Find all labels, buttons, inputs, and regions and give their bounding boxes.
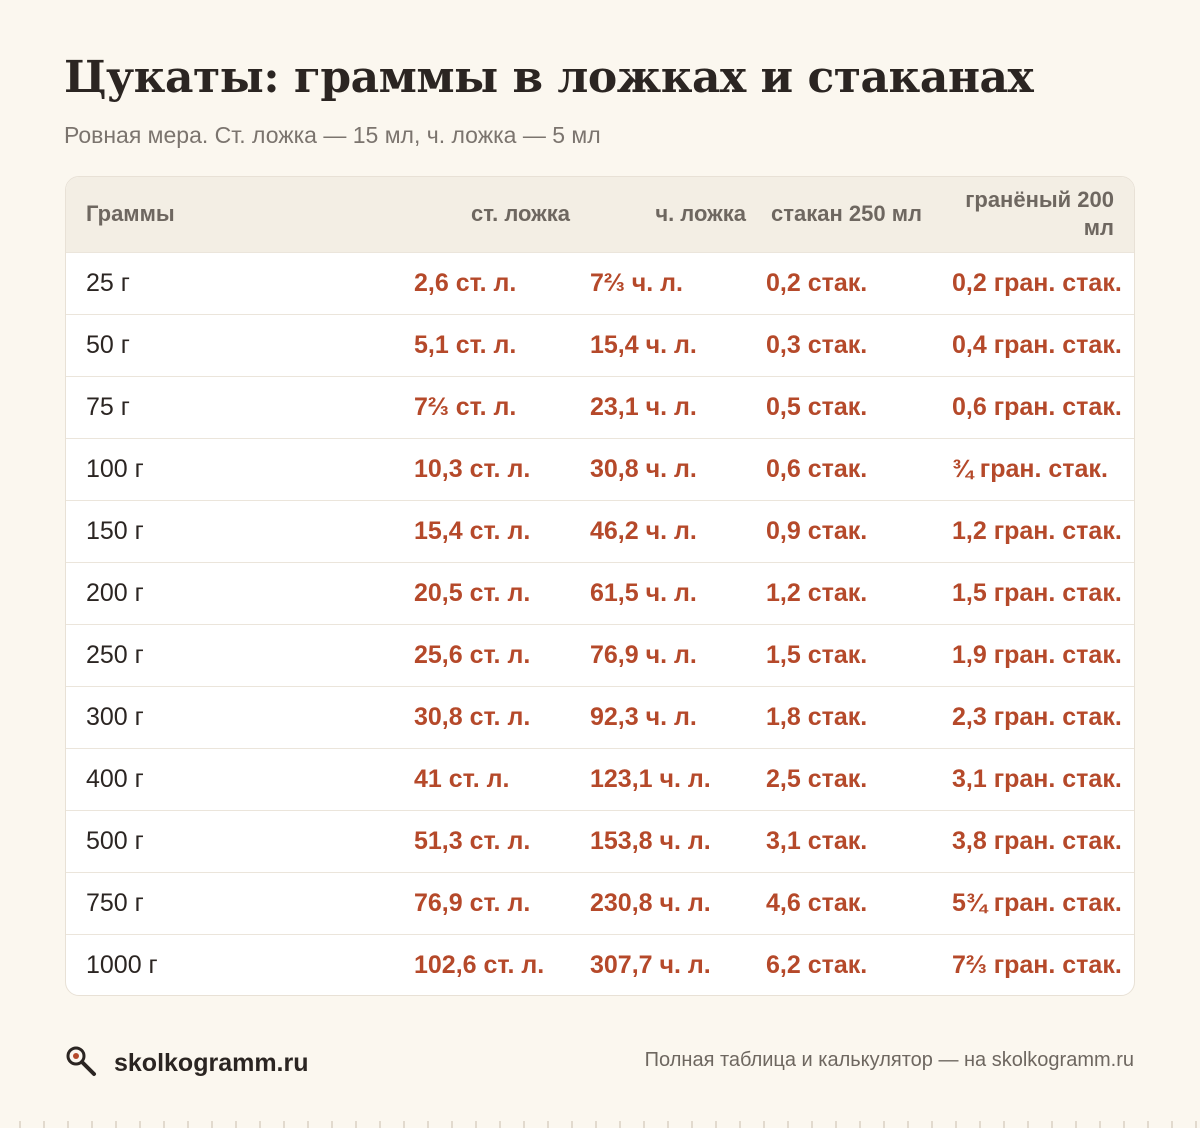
conversion-table: Граммы ст. ложка ч. ложка стакан 250 мл … <box>66 177 1134 995</box>
cell-teaspoon: 230,8 ч. л. <box>590 889 711 917</box>
ruler-decoration <box>19 1121 1197 1128</box>
cell-faceted-glass: 0,2 гран. стак. <box>952 269 1122 297</box>
cell-teaspoon: 61,5 ч. л. <box>590 579 697 607</box>
cell-grams: 200 г <box>86 579 144 607</box>
table-row: 400 г 41 ст. л. 123,1 ч. л. 2,5 стак. 3,1 гр… <box>66 748 1134 810</box>
table-row: 100 г 10,3 ст. л. 30,8 ч. л. 0,6 стак. ¾ гра… <box>66 438 1134 500</box>
cell-teaspoon: 7⅔ ч. л. <box>590 269 683 297</box>
cell-cup-250: 1,5 стак. <box>766 641 868 669</box>
header-tablespoon: ст. ложка <box>471 201 570 227</box>
cell-faceted-glass: 0,4 гран. стак. <box>952 331 1122 359</box>
cell-teaspoon: 15,4 ч. л. <box>590 331 697 359</box>
cell-faceted-glass: 1,2 гран. стак. <box>952 517 1122 545</box>
cell-cup-250: 0,3 стак. <box>766 331 868 359</box>
cell-grams: 750 г <box>86 889 144 917</box>
cell-grams: 100 г <box>86 455 144 483</box>
cell-cup-250: 4,6 стак. <box>766 889 868 917</box>
cell-teaspoon: 30,8 ч. л. <box>590 455 697 483</box>
table-row: 150 г 15,4 ст. л. 46,2 ч. л. 0,9 стак. 1,2 г… <box>66 500 1134 562</box>
cell-grams: 1000 г <box>86 951 158 980</box>
cell-grams: 25 г <box>86 269 130 297</box>
table-row: 1000 г 102,6 ст. л. 307,7 ч. л. 6,2 стак. 7⅔… <box>66 934 1134 995</box>
cell-tablespoon: 20,5 ст. л. <box>414 579 531 607</box>
brand-name: skolkogramm.ru <box>114 1049 309 1077</box>
table-row: 75 г 7⅔ ст. л. 23,1 ч. л. 0,5 стак. 0,6 гран… <box>66 376 1134 438</box>
cell-grams: 75 г <box>86 393 130 421</box>
cell-tablespoon: 102,6 ст. л. <box>414 951 545 980</box>
cell-tablespoon: 2,6 ст. л. <box>414 269 517 297</box>
cell-teaspoon: 153,8 ч. л. <box>590 827 711 855</box>
cell-teaspoon: 92,3 ч. л. <box>590 703 697 731</box>
cell-teaspoon: 123,1 ч. л. <box>590 765 711 793</box>
table-row: 500 г 51,3 ст. л. 153,8 ч. л. 3,1 стак. 3,8 … <box>66 810 1134 872</box>
table-row: 25 г 2,6 ст. л. 7⅔ ч. л. 0,2 стак. 0,2 гран.… <box>66 252 1134 314</box>
cell-tablespoon: 25,6 ст. л. <box>414 641 531 669</box>
cell-cup-250: 0,6 стак. <box>766 455 868 483</box>
conversion-table-card: Граммы ст. ложка ч. ложка стакан 250 мл … <box>65 176 1135 996</box>
cell-teaspoon: 76,9 ч. л. <box>590 641 697 669</box>
cell-cup-250: 2,5 стак. <box>766 765 868 793</box>
cell-faceted-glass: 2,3 гран. стак. <box>952 703 1122 731</box>
cell-tablespoon: 41 ст. л. <box>414 765 510 793</box>
table-row: 200 г 20,5 ст. л. 61,5 ч. л. 1,2 стак. 1,5 г… <box>66 562 1134 624</box>
footer-brand: skolkogramm.ru <box>64 1044 309 1083</box>
footer-note: Полная таблица и калькулятор — на skolko… <box>644 1049 1134 1071</box>
cell-faceted-glass: 7⅔ гран. стак. <box>952 951 1122 980</box>
cell-faceted-glass: 1,5 гран. стак. <box>952 579 1122 607</box>
table-row: 300 г 30,8 ст. л. 92,3 ч. л. 1,8 стак. 2,3 г… <box>66 686 1134 748</box>
table-row: 250 г 25,6 ст. л. 76,9 ч. л. 1,5 стак. 1,9 г… <box>66 624 1134 686</box>
cell-cup-250: 0,2 стак. <box>766 269 868 297</box>
cell-teaspoon: 23,1 ч. л. <box>590 393 697 421</box>
cell-cup-250: 3,1 стак. <box>766 827 868 855</box>
page-subtitle: Ровная мера. Ст. ложка — 15 мл, ч. ложка… <box>64 122 601 148</box>
page-title: Цукаты: граммы в ложках и стаканах <box>64 52 1034 103</box>
cell-tablespoon: 5,1 ст. л. <box>414 331 517 359</box>
cell-tablespoon: 15,4 ст. л. <box>414 517 531 545</box>
cell-tablespoon: 30,8 ст. л. <box>414 703 531 731</box>
cell-grams: 400 г <box>86 765 144 793</box>
cell-tablespoon: 10,3 ст. л. <box>414 455 531 483</box>
header-cup-250: стакан 250 мл <box>771 201 922 227</box>
cell-tablespoon: 7⅔ ст. л. <box>414 393 517 421</box>
cell-grams: 50 г <box>86 331 130 359</box>
cell-cup-250: 1,8 стак. <box>766 703 868 731</box>
table-row: 50 г 5,1 ст. л. 15,4 ч. л. 0,3 стак. 0,4 гра… <box>66 314 1134 376</box>
cell-teaspoon: 46,2 ч. л. <box>590 517 697 545</box>
cell-teaspoon: 307,7 ч. л. <box>590 951 711 980</box>
cell-grams: 250 г <box>86 641 144 669</box>
cell-cup-250: 0,9 стак. <box>766 517 868 545</box>
cell-faceted-glass: ¾ гран. стак. <box>952 455 1108 483</box>
table-body: 25 г 2,6 ст. л. 7⅔ ч. л. 0,2 стак. 0,2 гран.… <box>66 252 1134 995</box>
cell-grams: 300 г <box>86 703 144 731</box>
table-header-row: Граммы ст. ложка ч. ложка стакан 250 мл … <box>66 177 1134 252</box>
header-grams: Граммы <box>86 201 175 227</box>
cell-cup-250: 0,5 стак. <box>766 393 868 421</box>
cell-faceted-glass: 5¾ гран. стак. <box>952 889 1122 917</box>
table-row: 750 г 76,9 ст. л. 230,8 ч. л. 4,6 стак. 5¾ г… <box>66 872 1134 934</box>
magnifier-icon <box>64 1044 98 1083</box>
cell-faceted-glass: 3,1 гран. стак. <box>952 765 1122 793</box>
cell-tablespoon: 76,9 ст. л. <box>414 889 531 917</box>
cell-cup-250: 1,2 стак. <box>766 579 868 607</box>
header-faceted-glass-200: гранёный 200 мл <box>965 187 1114 241</box>
header-teaspoon: ч. ложка <box>655 201 746 227</box>
cell-faceted-glass: 0,6 гран. стак. <box>952 393 1122 421</box>
cell-grams: 500 г <box>86 827 144 855</box>
cell-faceted-glass: 3,8 гран. стак. <box>952 827 1122 855</box>
cell-faceted-glass: 1,9 гран. стак. <box>952 641 1122 669</box>
cell-grams: 150 г <box>86 517 144 545</box>
cell-tablespoon: 51,3 ст. л. <box>414 827 531 855</box>
cell-cup-250: 6,2 стак. <box>766 951 868 980</box>
